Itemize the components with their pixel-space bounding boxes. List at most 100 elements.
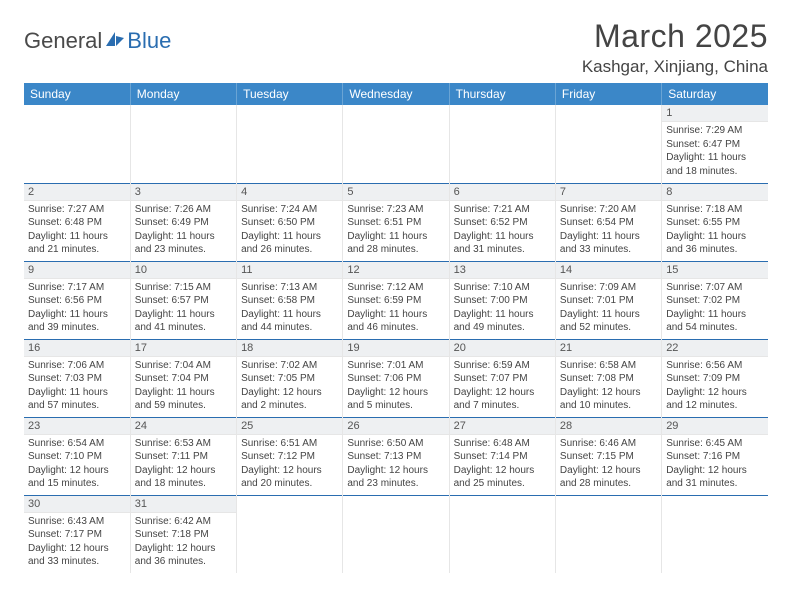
- day-details: Sunrise: 7:20 AMSunset: 6:54 PMDaylight:…: [556, 201, 661, 259]
- sunset-line: Sunset: 7:07 PM: [454, 372, 551, 386]
- sunset-line: Sunset: 7:15 PM: [560, 450, 657, 464]
- calendar-day-cell: 27Sunrise: 6:48 AMSunset: 7:14 PMDayligh…: [449, 417, 555, 495]
- daylight-line: Daylight: 11 hours and 28 minutes.: [347, 230, 444, 257]
- calendar-empty-cell: [237, 105, 343, 183]
- sunset-line: Sunset: 7:04 PM: [135, 372, 232, 386]
- calendar-day-cell: 22Sunrise: 6:56 AMSunset: 7:09 PMDayligh…: [662, 339, 768, 417]
- header: General Blue March 2025 Kashgar, Xinjian…: [24, 18, 768, 77]
- sunset-line: Sunset: 7:14 PM: [454, 450, 551, 464]
- sunrise-line: Sunrise: 7:17 AM: [28, 281, 126, 295]
- sunrise-line: Sunrise: 7:23 AM: [347, 203, 444, 217]
- sunrise-line: Sunrise: 6:56 AM: [666, 359, 764, 373]
- daylight-line: Daylight: 11 hours and 52 minutes.: [560, 308, 657, 335]
- calendar-body: 1Sunrise: 7:29 AMSunset: 6:47 PMDaylight…: [24, 105, 768, 573]
- sunrise-line: Sunrise: 6:45 AM: [666, 437, 764, 451]
- daylight-line: Daylight: 12 hours and 15 minutes.: [28, 464, 126, 491]
- sunrise-line: Sunrise: 6:59 AM: [454, 359, 551, 373]
- day-number: 29: [662, 418, 768, 435]
- day-number: 14: [556, 262, 661, 279]
- day-details: Sunrise: 7:15 AMSunset: 6:57 PMDaylight:…: [131, 279, 236, 337]
- sunrise-line: Sunrise: 6:50 AM: [347, 437, 444, 451]
- day-number: 19: [343, 340, 448, 357]
- calendar-day-cell: 11Sunrise: 7:13 AMSunset: 6:58 PMDayligh…: [237, 261, 343, 339]
- sunrise-line: Sunrise: 6:54 AM: [28, 437, 126, 451]
- calendar-empty-cell: [662, 495, 768, 573]
- column-header: Wednesday: [343, 83, 449, 105]
- calendar-day-cell: 14Sunrise: 7:09 AMSunset: 7:01 PMDayligh…: [555, 261, 661, 339]
- sunset-line: Sunset: 7:09 PM: [666, 372, 764, 386]
- logo: General Blue: [24, 28, 171, 54]
- daylight-line: Daylight: 12 hours and 2 minutes.: [241, 386, 338, 413]
- day-details: Sunrise: 7:06 AMSunset: 7:03 PMDaylight:…: [24, 357, 130, 415]
- calendar-week-row: 23Sunrise: 6:54 AMSunset: 7:10 PMDayligh…: [24, 417, 768, 495]
- day-number: 30: [24, 496, 130, 513]
- sunrise-line: Sunrise: 7:15 AM: [135, 281, 232, 295]
- daylight-line: Daylight: 11 hours and 49 minutes.: [454, 308, 551, 335]
- sunset-line: Sunset: 6:56 PM: [28, 294, 126, 308]
- day-number: 11: [237, 262, 342, 279]
- calendar-day-cell: 4Sunrise: 7:24 AMSunset: 6:50 PMDaylight…: [237, 183, 343, 261]
- sunrise-line: Sunrise: 7:10 AM: [454, 281, 551, 295]
- calendar-empty-cell: [130, 105, 236, 183]
- day-number: 10: [131, 262, 236, 279]
- day-number: 28: [556, 418, 661, 435]
- daylight-line: Daylight: 11 hours and 57 minutes.: [28, 386, 126, 413]
- sunset-line: Sunset: 6:59 PM: [347, 294, 444, 308]
- daylight-line: Daylight: 12 hours and 25 minutes.: [454, 464, 551, 491]
- day-details: Sunrise: 6:43 AMSunset: 7:17 PMDaylight:…: [24, 513, 130, 571]
- calendar-day-cell: 1Sunrise: 7:29 AMSunset: 6:47 PMDaylight…: [662, 105, 768, 183]
- day-number: 12: [343, 262, 448, 279]
- sunrise-line: Sunrise: 7:29 AM: [666, 124, 764, 138]
- day-details: Sunrise: 7:01 AMSunset: 7:06 PMDaylight:…: [343, 357, 448, 415]
- daylight-line: Daylight: 12 hours and 7 minutes.: [454, 386, 551, 413]
- calendar-header-row: SundayMondayTuesdayWednesdayThursdayFrid…: [24, 83, 768, 105]
- calendar-day-cell: 24Sunrise: 6:53 AMSunset: 7:11 PMDayligh…: [130, 417, 236, 495]
- calendar-day-cell: 13Sunrise: 7:10 AMSunset: 7:00 PMDayligh…: [449, 261, 555, 339]
- sunrise-line: Sunrise: 7:26 AM: [135, 203, 232, 217]
- calendar-day-cell: 31Sunrise: 6:42 AMSunset: 7:18 PMDayligh…: [130, 495, 236, 573]
- daylight-line: Daylight: 12 hours and 10 minutes.: [560, 386, 657, 413]
- daylight-line: Daylight: 11 hours and 31 minutes.: [454, 230, 551, 257]
- day-details: Sunrise: 7:17 AMSunset: 6:56 PMDaylight:…: [24, 279, 130, 337]
- daylight-line: Daylight: 12 hours and 20 minutes.: [241, 464, 338, 491]
- day-details: Sunrise: 7:29 AMSunset: 6:47 PMDaylight:…: [662, 122, 768, 180]
- sunset-line: Sunset: 7:05 PM: [241, 372, 338, 386]
- calendar-week-row: 9Sunrise: 7:17 AMSunset: 6:56 PMDaylight…: [24, 261, 768, 339]
- title-block: March 2025 Kashgar, Xinjiang, China: [582, 18, 768, 77]
- column-header: Friday: [555, 83, 661, 105]
- sunset-line: Sunset: 6:47 PM: [666, 138, 764, 152]
- calendar-week-row: 2Sunrise: 7:27 AMSunset: 6:48 PMDaylight…: [24, 183, 768, 261]
- day-details: Sunrise: 6:45 AMSunset: 7:16 PMDaylight:…: [662, 435, 768, 493]
- sunrise-line: Sunrise: 7:04 AM: [135, 359, 232, 373]
- day-number: 6: [450, 184, 555, 201]
- sunrise-line: Sunrise: 6:43 AM: [28, 515, 126, 529]
- calendar-day-cell: 30Sunrise: 6:43 AMSunset: 7:17 PMDayligh…: [24, 495, 130, 573]
- calendar-day-cell: 3 Sunrise: 7:26 AMSunset: 6:49 PMDaylight…: [130, 183, 236, 261]
- sunset-line: Sunset: 7:02 PM: [666, 294, 764, 308]
- sunset-line: Sunset: 7:11 PM: [135, 450, 232, 464]
- calendar-empty-cell: [555, 105, 661, 183]
- daylight-line: Daylight: 12 hours and 33 minutes.: [28, 542, 126, 569]
- day-number: 17: [131, 340, 236, 357]
- column-header: Saturday: [662, 83, 768, 105]
- daylight-line: Daylight: 11 hours and 23 minutes.: [135, 230, 232, 257]
- calendar-empty-cell: [449, 105, 555, 183]
- sunset-line: Sunset: 7:00 PM: [454, 294, 551, 308]
- calendar-day-cell: 28Sunrise: 6:46 AMSunset: 7:15 PMDayligh…: [555, 417, 661, 495]
- day-number: 25: [237, 418, 342, 435]
- sunrise-line: Sunrise: 7:27 AM: [28, 203, 126, 217]
- sunset-line: Sunset: 6:49 PM: [135, 216, 232, 230]
- calendar-day-cell: 6Sunrise: 7:21 AMSunset: 6:52 PMDaylight…: [449, 183, 555, 261]
- daylight-line: Daylight: 12 hours and 18 minutes.: [135, 464, 232, 491]
- calendar-day-cell: 20Sunrise: 6:59 AMSunset: 7:07 PMDayligh…: [449, 339, 555, 417]
- day-number: 3: [131, 184, 236, 201]
- calendar-day-cell: 29Sunrise: 6:45 AMSunset: 7:16 PMDayligh…: [662, 417, 768, 495]
- calendar-day-cell: 9Sunrise: 7:17 AMSunset: 6:56 PMDaylight…: [24, 261, 130, 339]
- daylight-line: Daylight: 11 hours and 46 minutes.: [347, 308, 444, 335]
- day-details: Sunrise: 7:10 AMSunset: 7:00 PMDaylight:…: [450, 279, 555, 337]
- sunrise-line: Sunrise: 7:20 AM: [560, 203, 657, 217]
- day-number: 13: [450, 262, 555, 279]
- day-details: Sunrise: 7:27 AMSunset: 6:48 PMDaylight:…: [24, 201, 130, 259]
- daylight-line: Daylight: 11 hours and 26 minutes.: [241, 230, 338, 257]
- column-header: Sunday: [24, 83, 130, 105]
